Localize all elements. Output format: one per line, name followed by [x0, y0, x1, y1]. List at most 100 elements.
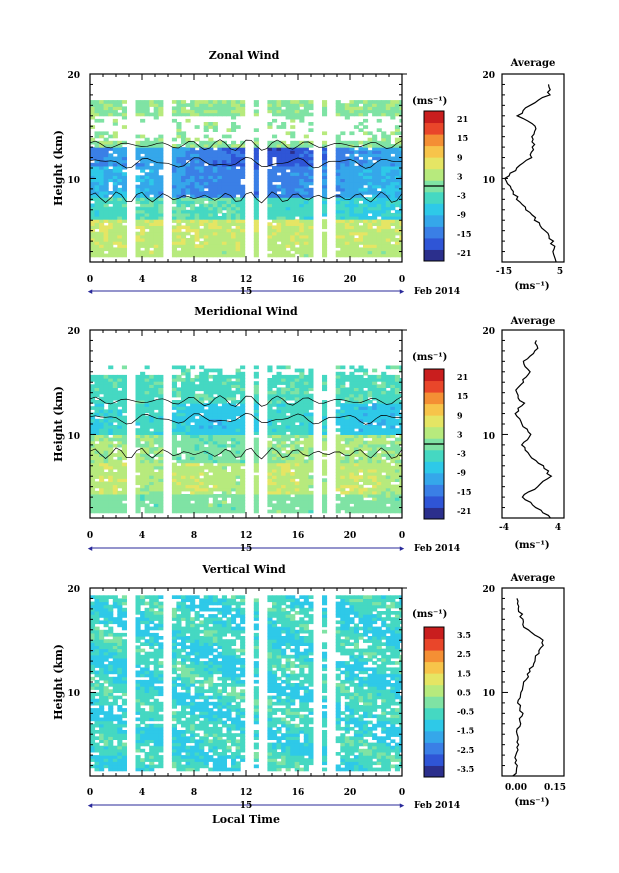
heat-cell — [176, 203, 182, 208]
heat-cell — [322, 465, 328, 470]
heat-cell — [103, 487, 109, 492]
heat-cell — [199, 184, 205, 189]
heat-cell — [390, 412, 396, 417]
heat-cell — [372, 437, 378, 442]
heat-cell — [358, 187, 364, 192]
heat-cell — [99, 409, 105, 414]
heat-cell — [267, 159, 273, 164]
heat-cell — [140, 472, 146, 476]
heat-cell — [185, 400, 191, 404]
heat-cell — [276, 153, 282, 158]
heat-cell — [367, 200, 373, 205]
heat-cell — [194, 244, 200, 248]
heat-cell — [340, 159, 346, 164]
heat-cell — [185, 406, 191, 410]
heat-cell — [390, 475, 396, 479]
heat-cell — [235, 425, 241, 429]
heat-cell — [349, 428, 355, 432]
heat-cell — [185, 434, 191, 439]
heat-cell — [385, 450, 391, 454]
heat-cell — [212, 425, 218, 429]
heat-cell — [267, 456, 273, 461]
heat-cell — [299, 203, 305, 208]
heat-cell — [185, 500, 191, 504]
heat-cell — [235, 187, 241, 192]
heat-cell — [349, 216, 355, 220]
heat-cell — [381, 156, 387, 161]
heat-cell — [208, 453, 214, 457]
heat-cell — [231, 206, 237, 211]
heat-cell — [358, 169, 364, 173]
heat-cell — [253, 503, 259, 508]
heat-cell — [303, 206, 309, 211]
heat-cell — [285, 365, 291, 370]
heat-cell — [90, 472, 96, 476]
heat-cell — [358, 241, 364, 245]
heat-cell — [376, 106, 382, 111]
heat-cell — [208, 191, 214, 195]
heat-cell — [240, 437, 246, 442]
heat-cell — [390, 197, 396, 201]
heat-cell — [190, 178, 196, 183]
heat-cell — [235, 153, 241, 158]
contour-line — [90, 191, 402, 204]
heat-cell — [353, 250, 359, 255]
heat-cell — [281, 234, 287, 239]
heat-cell — [294, 431, 300, 435]
heat-cell — [390, 418, 396, 423]
heat-cell — [140, 134, 146, 139]
heat-cell — [308, 450, 314, 454]
heat-cell — [135, 468, 141, 473]
heat-cell — [358, 494, 364, 498]
heat-cell — [358, 181, 364, 186]
heat-cell — [121, 250, 127, 255]
heat-cell — [253, 465, 259, 470]
heat-cell — [272, 172, 278, 176]
heat-cell — [367, 387, 373, 392]
heat-cell — [358, 216, 364, 220]
heat-cell — [385, 484, 391, 489]
heat-cell — [344, 396, 350, 401]
heat-cell — [240, 153, 246, 158]
heat-cell — [381, 409, 387, 414]
heat-cell — [294, 115, 300, 120]
heat-cell — [399, 500, 402, 504]
heat-cell — [299, 219, 305, 223]
heat-cell — [240, 443, 246, 448]
heat-cell — [349, 172, 355, 176]
heat-cell — [390, 147, 396, 151]
heat-cell — [399, 184, 402, 189]
heat-cell — [190, 144, 196, 148]
heat-cell — [240, 100, 246, 104]
heat-cell — [272, 450, 278, 454]
heat-cell — [385, 374, 391, 379]
heat-cell — [212, 191, 218, 195]
heat-cell — [158, 494, 164, 498]
heat-cell — [372, 153, 378, 158]
heat-cell — [194, 184, 200, 189]
heat-cell — [208, 159, 214, 164]
heat-cell — [171, 156, 177, 161]
heat-cell — [181, 472, 187, 476]
heat-cell — [285, 453, 291, 457]
heat-cell — [340, 425, 346, 429]
heat-cell — [340, 393, 346, 398]
heat-cell — [385, 153, 391, 158]
heat-cell — [385, 468, 391, 473]
heat-cell — [235, 472, 241, 476]
heat-cell — [208, 244, 214, 248]
heat-cell — [340, 216, 346, 220]
heat-cell — [94, 406, 100, 410]
heat-cell — [344, 428, 350, 432]
heat-cell — [394, 381, 400, 385]
heat-cell — [176, 253, 182, 258]
heat-cell — [144, 197, 150, 201]
heat-cell — [344, 406, 350, 410]
heat-cell — [349, 231, 355, 236]
heat-cell — [149, 506, 155, 511]
heat-cell — [394, 250, 400, 255]
heat-cell — [208, 156, 214, 161]
heat-cell — [158, 247, 164, 252]
heat-cell — [344, 500, 350, 504]
heat-cell — [158, 165, 164, 170]
